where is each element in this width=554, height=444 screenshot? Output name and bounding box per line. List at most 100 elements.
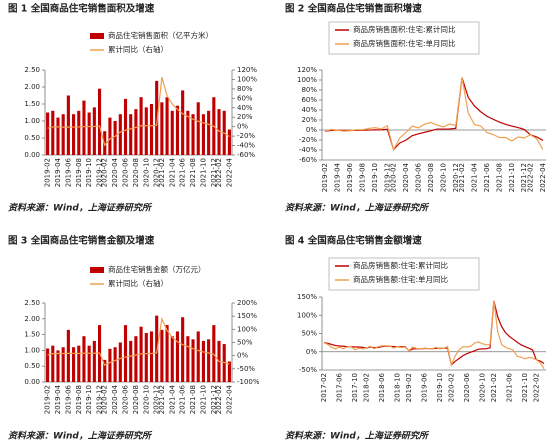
source-note: 资料来源：Wind，上海证券研究所 [285,431,430,442]
x-tick-label: 2019-12 [96,158,104,187]
bar [175,105,180,155]
x-tick-label: 2022-04 [539,162,547,192]
y2-tick-label: 200% [237,299,257,307]
y2-tick-label: 20% [237,113,253,121]
bar [134,109,138,155]
bar [113,347,117,382]
x-tick-label: 2021-06 [179,157,187,187]
legend-label: 累计同比（右轴） [108,44,168,54]
bar [181,317,185,382]
x-tick-label: 2021-02 [158,158,166,187]
bar [201,114,205,155]
y-tick-label: 150% [297,293,317,301]
bar [66,329,70,382]
line-series [323,300,545,370]
x-tick-label: 2020-06 [122,384,130,414]
x-tick-label: 2020-02 [447,373,455,402]
bar [207,110,211,155]
legend-label: 商品住宅销售面积（亿平方米） [108,30,213,40]
y-tick-label: -50% [299,366,317,374]
bar [129,114,133,155]
x-tick-label: 2020-06 [463,372,471,402]
bar [155,315,159,382]
x-tick-label: 2020-10 [439,163,447,192]
bar [56,117,60,155]
y-tick-label: 0.50 [24,134,40,142]
line-series [324,77,544,152]
y2-tick-label: 150% [237,312,257,320]
y-tick-label: 2.50 [24,299,40,307]
y-tick-label: 0% [306,348,317,356]
legend-swatch [90,33,104,39]
y2-tick-label: 100% [237,325,257,333]
bar [227,129,231,155]
y2-tick-label: -40% [237,142,255,150]
bar [212,325,216,382]
y2-tick-label: 120% [237,66,257,74]
x-tick-label: 2019-10 [85,385,93,414]
y2-tick-label: -60% [237,151,255,159]
bar [170,336,174,382]
bar [46,112,50,155]
x-tick-label: 2019-08 [75,158,83,187]
line-series [47,316,230,366]
bar [160,329,164,382]
x-tick-label: 2018-02 [362,373,370,402]
legend-box [328,21,480,55]
x-tick-label: 2020-06 [414,162,422,192]
x-tick-label: 2019-12 [96,385,104,414]
x-tick-label: 2022-04 [225,157,233,187]
bar [87,112,91,155]
x-tick-label: 2019-02 [405,373,413,402]
y-tick-label: 20% [301,116,317,124]
x-tick-label: 2021-10 [521,373,529,402]
bar [61,347,65,382]
x-tick-label: 2021-10 [199,385,207,414]
x-tick-label: 2021-10 [199,158,207,187]
x-tick-label: 2021-04 [168,384,176,414]
bar [72,114,76,155]
x-tick-label: 2019-08 [358,163,366,192]
bar [181,90,185,155]
bar [123,98,128,155]
x-tick-label: 2020-10 [142,158,150,187]
bar [51,345,55,382]
y-tick-label: 0.00 [24,151,40,159]
bar [103,359,107,382]
y2-tick-label: 80% [237,85,253,93]
bar [72,347,76,382]
bar [77,110,81,155]
x-tick-label: 2019-12 [383,163,391,192]
x-tick-label: 2021-12 [520,163,528,192]
bar [144,333,148,382]
bar [92,107,96,155]
x-tick-label: 2019-10 [371,163,379,192]
x-tick-label: 2021-10 [508,163,516,192]
x-tick-label: 2017-06 [335,372,343,402]
bar [56,350,60,382]
x-tick-label: 2020-06 [122,157,130,187]
bar [191,339,195,382]
x-tick-label: 2020-10 [478,373,486,402]
x-tick-label: 2020-12 [153,385,161,414]
y-tick-label: 1.50 [24,100,40,108]
bar [165,325,169,382]
source-note: 资料来源：Wind，上海证券研究所 [8,203,153,214]
y-tick-label: 0.50 [24,362,40,370]
bar [97,88,102,155]
bar [46,348,50,382]
y-tick-label: 120% [297,66,317,74]
bar [108,117,112,155]
x-tick-label: 2019-06 [64,384,72,414]
chart-title: 图 3 全国商品住宅销售金额及增速 [8,235,155,247]
x-tick-label: 2019-02 [321,163,329,192]
bar [92,340,96,382]
y2-tick-label: 60% [237,94,253,102]
bar [113,121,117,155]
x-tick-label: 2021-12 [210,158,218,187]
bar [118,342,122,382]
y2-tick-label: 100% [237,75,257,83]
bar [227,361,231,382]
legend-label: 商品房销售额:住宅:累计同比 [353,260,449,270]
x-tick-label: 2021-04 [470,162,478,192]
